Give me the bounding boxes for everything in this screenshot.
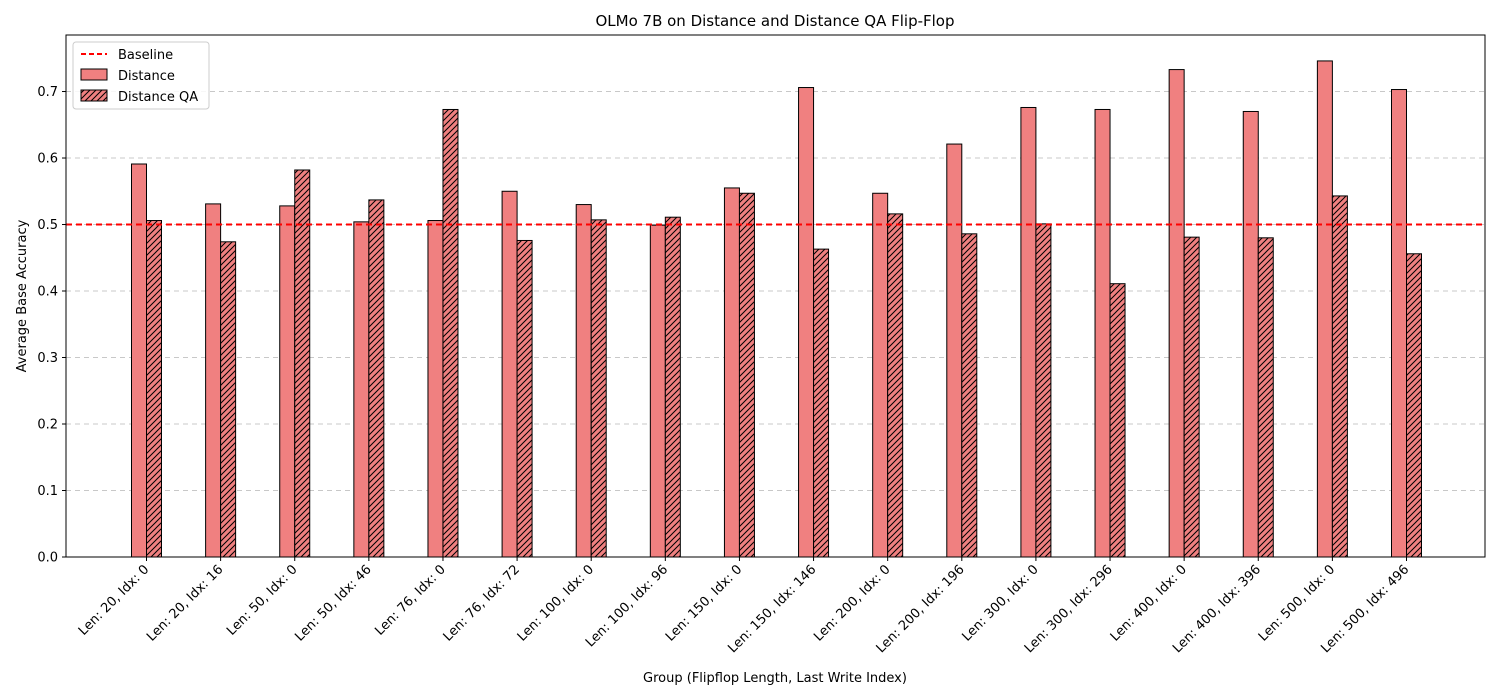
bar-distance	[131, 163, 147, 558]
x-tick-label: Len: 400, Idx: 0	[1108, 562, 1190, 644]
legend-distance-qa-label: Distance QA	[118, 90, 198, 105]
bar-distance-qa	[146, 220, 162, 558]
bar-distance-qa	[1331, 195, 1348, 558]
bar-distance	[1168, 69, 1185, 558]
bar-distance-qa	[294, 169, 311, 558]
x-tick-label: Len: 76, Idx: 72	[441, 562, 523, 644]
bar-distance	[501, 190, 518, 558]
x-tick-label: Len: 500, Idx: 0	[1256, 562, 1338, 644]
x-tick-label: Len: 200, Idx: 0	[811, 562, 893, 644]
legend-distance-qa-swatch	[80, 89, 108, 102]
bar-distance	[1020, 106, 1037, 558]
x-tick-label: Len: 300, Idx: 0	[959, 562, 1041, 644]
plot-frame	[65, 34, 1486, 558]
bar-distance-qa	[368, 199, 385, 558]
bar-distance-qa	[813, 248, 830, 558]
y-axis-ticks: 0.0 0.1 0.2 0.3 0.4 0.5 0.6 0.7	[37, 85, 66, 566]
legend-baseline-label: Baseline	[118, 48, 173, 63]
bar-distance	[279, 205, 296, 558]
bar-distance	[723, 187, 740, 558]
bar-distance-qa	[887, 213, 904, 558]
bar-distance-qa	[738, 192, 755, 558]
bar-distance-qa	[961, 233, 978, 558]
y-tick-label: 0.1	[37, 484, 58, 499]
y-tick-label: 0.3	[37, 351, 58, 366]
legend-distance-swatch	[80, 68, 108, 81]
bar-distance	[798, 87, 815, 558]
y-axis-label: Average Base Accuracy	[15, 219, 30, 372]
bar-distance	[1242, 110, 1259, 558]
bar-distance	[353, 221, 370, 558]
x-tick-label: Len: 50, Idx: 0	[224, 562, 300, 638]
y-tick-label: 0.4	[37, 285, 58, 300]
bar-distance	[575, 204, 592, 558]
legend-distance-label: Distance	[118, 69, 175, 84]
bar-distance-qa	[1183, 236, 1200, 558]
y-tick-label: 0.2	[37, 418, 58, 433]
bar-distance-qa	[1257, 237, 1274, 558]
x-tick-label: Len: 20, Idx: 16	[144, 562, 226, 644]
x-tick-label: Len: 20, Idx: 0	[76, 562, 152, 638]
bar-distance-qa	[1035, 223, 1052, 558]
legend: Baseline Distance Distance QA	[72, 41, 210, 110]
bars	[131, 60, 1422, 558]
bar-distance-qa	[1406, 253, 1422, 558]
bar-distance-qa	[442, 108, 459, 558]
x-tick-label: Len: 76, Idx: 0	[372, 562, 448, 638]
bar-distance-qa	[590, 219, 607, 558]
bar-distance	[649, 224, 666, 558]
x-tick-label: Len: 100, Idx: 0	[515, 562, 597, 644]
bar-distance	[1391, 89, 1407, 558]
bar-distance	[427, 220, 444, 558]
y-tick-label: 0.5	[37, 218, 58, 233]
y-tick-label: 0.0	[37, 551, 58, 566]
bar-distance	[872, 192, 889, 558]
bar-distance	[1094, 108, 1111, 558]
bar-distance	[1316, 60, 1333, 558]
x-tick-label: Len: 100, Idx: 96	[583, 562, 671, 650]
y-tick-label: 0.7	[37, 85, 58, 100]
x-axis-label: Group (Flipflop Length, Last Write Index…	[643, 671, 907, 686]
bar-distance-qa	[664, 216, 681, 558]
x-tick-label: Len: 50, Idx: 46	[292, 562, 374, 644]
y-tick-label: 0.6	[37, 152, 58, 167]
bar-distance	[946, 143, 963, 558]
bar-distance-qa	[516, 239, 533, 558]
x-tick-label: Len: 150, Idx: 0	[663, 562, 745, 644]
bar-distance-qa	[220, 241, 237, 558]
bar-distance-qa	[1109, 283, 1126, 558]
chart-title: OLMo 7B on Distance and Distance QA Flip…	[595, 12, 954, 30]
bar-distance	[205, 203, 222, 558]
